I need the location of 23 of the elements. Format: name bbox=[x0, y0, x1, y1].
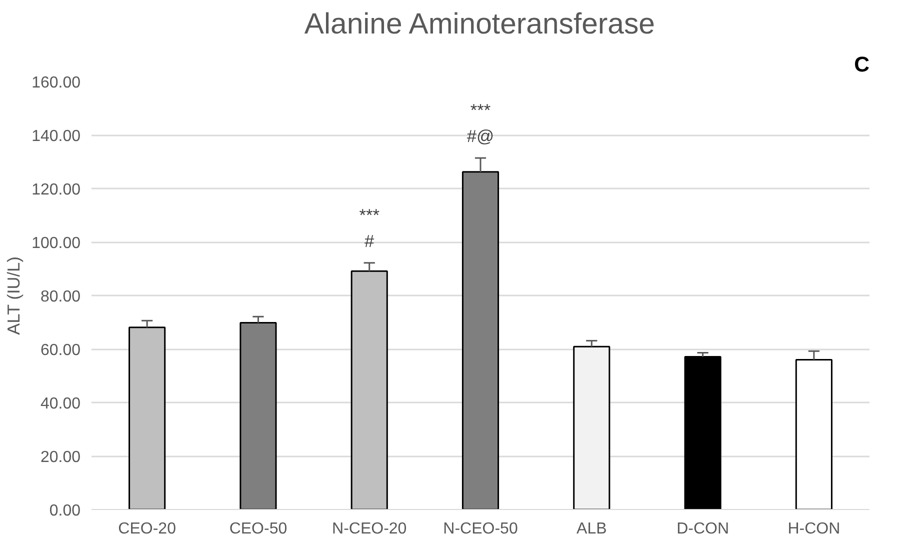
annotation: *** bbox=[470, 100, 491, 120]
x-tick-label: D-CON bbox=[676, 520, 730, 538]
y-tick-label: 80.00 bbox=[40, 288, 81, 306]
y-tick-label: 0.00 bbox=[49, 502, 81, 520]
y-tick-label: 140.00 bbox=[32, 128, 81, 145]
chart-title: Alanine Aminoteransferase bbox=[304, 8, 655, 40]
y-tick-label: 20.00 bbox=[40, 449, 81, 466]
y-tick-label: 100.00 bbox=[32, 235, 81, 252]
y-tick-label: 120.00 bbox=[32, 182, 81, 198]
y-axis-title: ALT (IU/L) bbox=[4, 256, 24, 335]
annotation: *** bbox=[359, 204, 380, 225]
annotation: # bbox=[364, 230, 375, 251]
y-tick-label: 160.00 bbox=[32, 74, 81, 92]
y-tick-label: 40.00 bbox=[40, 396, 81, 412]
y-tick-label: 60.00 bbox=[40, 342, 81, 359]
text: C bbox=[854, 52, 870, 76]
annotation: #@ bbox=[466, 126, 494, 146]
x-tick-label: N-CEO-20 bbox=[332, 520, 407, 538]
x-tick-label: H-CON bbox=[788, 520, 840, 538]
x-tick-label: CEO-20 bbox=[118, 520, 176, 538]
x-tick-label: N-CEO-50 bbox=[443, 520, 518, 538]
x-tick-label: ALB bbox=[576, 520, 607, 538]
x-tick-label: CEO-50 bbox=[229, 520, 288, 538]
